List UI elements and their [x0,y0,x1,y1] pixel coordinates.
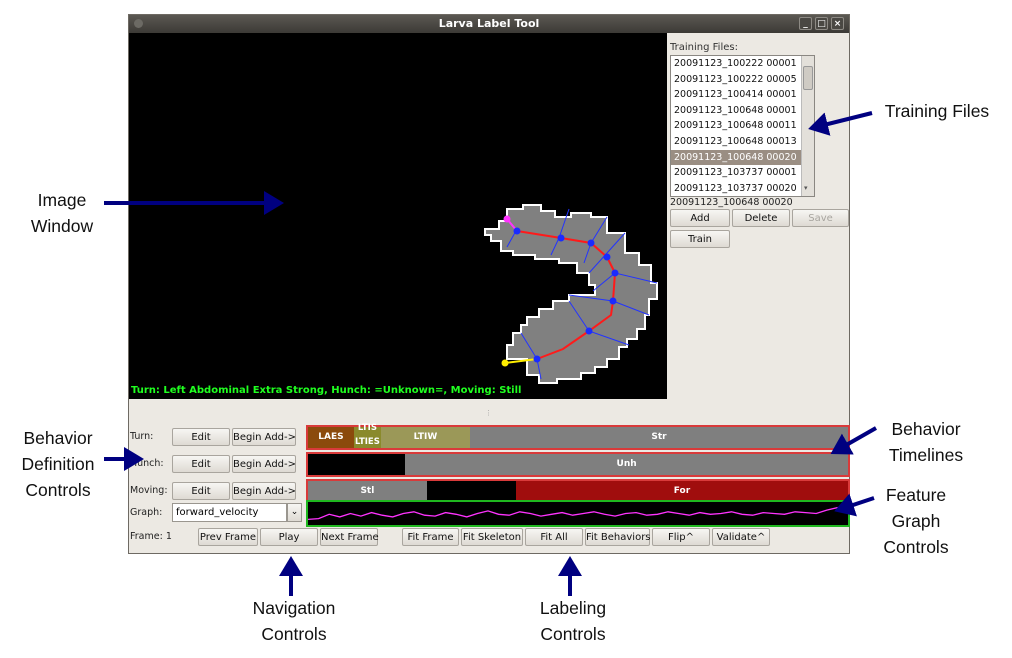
timeline-segment[interactable]: LTIS LTIES [353,423,381,448]
window-title: Larva Label Tool [438,17,540,30]
skeleton-normals [506,208,658,380]
timeline-segment[interactable]: LTIW [380,427,470,448]
app-window: Larva Label Tool _ □ × [128,14,850,554]
behavior-label: Hunch: [130,458,164,469]
training-file-item[interactable]: 20091123_100648 00001 [674,104,797,116]
training-file-item[interactable]: 20091123_100648 00013 [674,136,797,147]
add-button[interactable]: Add [670,209,730,227]
timeline-segment[interactable]: Str [470,427,848,448]
title-bar: Larva Label Tool _ □ × [129,15,849,33]
fit-skeleton-button[interactable]: Fit Skeleton [461,528,523,546]
tail-point[interactable] [501,359,509,367]
skeleton-spine [516,230,617,360]
training-file-item[interactable]: 20091123_100222 00005 [674,73,797,85]
segment-top-label: LTIS [357,423,377,433]
begin-add-button[interactable]: Begin Add-> [232,482,296,500]
timeline-segment[interactable]: Unh [405,454,848,475]
feature-graph-plot [308,505,848,521]
timeline-segment[interactable]: Stl [308,481,427,502]
edit-behavior-button[interactable]: Edit [172,455,230,473]
edit-behavior-button[interactable]: Edit [172,428,230,446]
save-button[interactable]: Save [792,209,849,227]
training-file-item[interactable]: 20091123_100648 00020 [671,149,803,166]
chevron-down-icon[interactable]: ⌄ [287,503,302,522]
training-file-item[interactable]: 20091123_103737 00020 [674,182,797,194]
fit-behaviors-button[interactable]: Fit Behaviors [585,528,651,546]
annotation-behavior-definition: Behavior Definition Controls [21,428,95,500]
segment-label: LTIES [354,437,380,447]
larva-body [484,204,658,384]
timeline-segment[interactable] [308,454,406,475]
head-point[interactable] [503,215,511,223]
feature-graph[interactable] [306,500,850,527]
training-files-label: Training Files: [670,42,738,53]
splitter-handle[interactable]: ⋮ [485,409,492,417]
annotation-labeling: Labeling Controls [539,598,607,644]
annotation-training-files: Training Files [884,101,990,121]
annotation-navigation: Navigation Controls [252,598,336,644]
fit-frame-button[interactable]: Fit Frame [402,528,459,546]
behavior-label: Turn: [130,431,154,442]
timeline-segment[interactable]: For [515,481,848,502]
training-file-item[interactable]: 20091123_100648 00011 [674,120,797,132]
larva-image [484,204,658,384]
annotation-feature-graph: Feature Graph Controls [883,485,949,557]
train-button[interactable]: Train [670,230,730,248]
maximize-icon[interactable]: □ [815,17,828,30]
training-file-item[interactable]: 20091123_100414 00001 [674,89,797,101]
scroll-down-icon[interactable]: ▾ [804,184,808,192]
skeleton-joints [513,227,619,363]
edit-behavior-button[interactable]: Edit [172,482,230,500]
timeline-segment[interactable] [426,481,516,502]
training-files-list[interactable]: 20091123_100222 00001 20091123_100222 000… [670,55,815,197]
training-file-item[interactable]: 20091123_103737 00001 [674,167,797,179]
next-frame-button[interactable]: Next Frame [320,528,379,546]
behavior-timeline[interactable]: LAES LTIS LTIES LTIW Str [306,423,850,450]
training-file-item[interactable]: 20091123_100222 00001 [674,58,797,69]
graph-feature-select[interactable]: forward_velocity [172,503,287,522]
annotation-behavior-timelines: Behavior Timelines [888,419,964,465]
fit-all-button[interactable]: Fit All [525,528,583,546]
training-files-scrollbar[interactable]: ▾ [801,56,814,196]
begin-add-button[interactable]: Begin Add-> [232,428,296,446]
image-canvas[interactable]: Turn: Left Abdominal Extra Strong, Hunch… [129,33,667,399]
behavior-status-overlay: Turn: Left Abdominal Extra Strong, Hunch… [131,385,522,396]
graph-label: Graph: [130,507,163,518]
prev-frame-button[interactable]: Prev Frame [198,528,258,546]
feature-graph-line [308,505,848,521]
annotation-image-window: Image Window [30,190,94,236]
timeline-segment[interactable]: LAES [308,427,354,448]
current-training-file: 20091123_100648 00020 [670,197,793,208]
delete-button[interactable]: Delete [732,209,790,227]
window-menu-icon[interactable] [134,19,143,28]
validate-menu-button[interactable]: Validate^ [712,528,770,546]
begin-add-button[interactable]: Begin Add-> [232,455,296,473]
scrollbar-thumb[interactable] [803,66,813,90]
close-icon[interactable]: × [831,17,844,30]
behavior-label: Moving: [130,485,168,496]
flip-menu-button[interactable]: Flip^ [652,528,710,546]
frame-label: Frame: 1 [130,531,172,542]
minimize-icon[interactable]: _ [799,17,812,30]
behavior-timeline[interactable]: Unh [306,452,850,477]
play-button[interactable]: Play [260,528,318,546]
